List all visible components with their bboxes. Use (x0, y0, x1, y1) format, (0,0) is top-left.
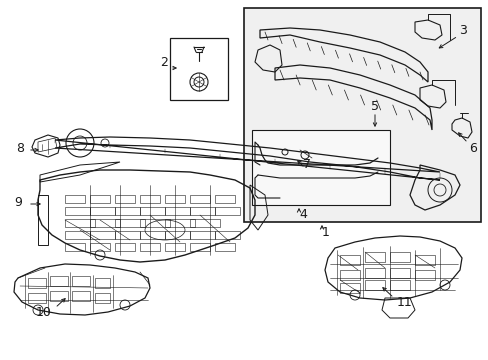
Bar (339, 283, 359, 293)
Bar (90, 207, 115, 215)
Text: 3: 3 (458, 23, 466, 36)
Bar (215, 243, 235, 251)
Text: 9: 9 (14, 195, 22, 208)
Text: 4: 4 (298, 208, 306, 221)
Bar (115, 195, 135, 203)
Bar (215, 231, 240, 239)
Bar (65, 243, 85, 251)
Text: 5: 5 (370, 99, 378, 112)
Text: 2: 2 (160, 55, 167, 68)
Bar (50, 291, 68, 301)
Bar (115, 231, 140, 239)
Bar (190, 243, 209, 251)
Bar (115, 219, 145, 227)
Bar (28, 278, 46, 288)
Bar (190, 231, 215, 239)
Bar (72, 276, 90, 286)
Bar (140, 243, 160, 251)
Text: 7: 7 (303, 158, 310, 171)
Bar (164, 231, 190, 239)
Bar (72, 291, 90, 301)
Bar (140, 207, 164, 215)
Bar (140, 219, 170, 227)
Bar (170, 38, 227, 100)
Bar (190, 207, 215, 215)
Bar (140, 195, 160, 203)
Bar (339, 270, 359, 280)
Bar (164, 243, 184, 251)
Bar (190, 195, 209, 203)
Bar (65, 195, 85, 203)
Bar (95, 278, 110, 288)
Bar (251, 130, 389, 205)
Bar (244, 8, 480, 222)
Bar (50, 276, 68, 286)
Bar (90, 219, 120, 227)
Bar (65, 231, 90, 239)
Bar (164, 207, 190, 215)
Bar (389, 252, 409, 262)
Text: 11: 11 (396, 296, 412, 309)
Bar (65, 219, 95, 227)
Bar (115, 243, 135, 251)
Bar (339, 255, 359, 265)
Bar (190, 219, 220, 227)
Bar (164, 219, 195, 227)
Bar (95, 293, 110, 303)
Bar (414, 270, 434, 280)
Bar (65, 207, 90, 215)
Text: 1: 1 (321, 226, 329, 239)
Bar (389, 280, 409, 290)
Bar (215, 195, 235, 203)
Bar (140, 231, 164, 239)
Text: 6: 6 (468, 141, 476, 154)
Bar (28, 293, 46, 303)
Bar (389, 268, 409, 278)
Bar (90, 231, 115, 239)
Bar (414, 255, 434, 265)
Bar (364, 252, 384, 262)
Bar (364, 280, 384, 290)
Bar (215, 207, 240, 215)
Text: 10: 10 (36, 306, 52, 319)
Bar (364, 268, 384, 278)
Bar (90, 195, 110, 203)
Bar (164, 195, 184, 203)
Bar (115, 207, 140, 215)
Text: 8: 8 (16, 141, 24, 154)
Bar (90, 243, 110, 251)
